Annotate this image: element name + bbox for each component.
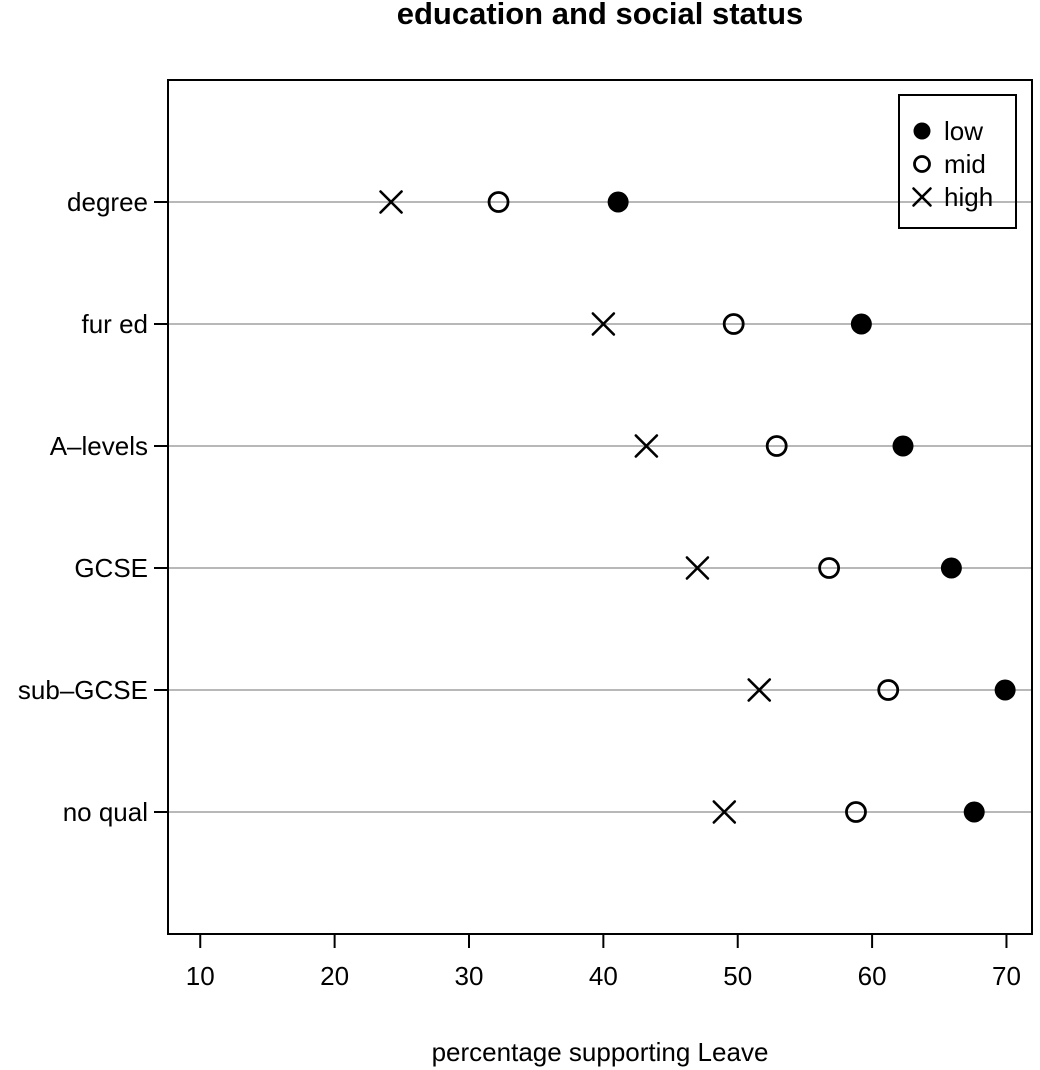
marker-mid-3 bbox=[765, 435, 788, 457]
marker-mid-2 bbox=[722, 313, 745, 335]
marker-low-1 bbox=[607, 191, 629, 213]
marker-high-4 bbox=[685, 556, 710, 580]
legend-marker-mid bbox=[913, 155, 931, 173]
y-category-label-1: degree bbox=[67, 187, 148, 217]
x-axis-title: percentage supporting Leave bbox=[431, 1037, 769, 1067]
marker-high-1 bbox=[379, 190, 403, 214]
legend-box bbox=[898, 94, 1017, 229]
marker-mid-4 bbox=[818, 557, 841, 579]
legend-label-mid: mid bbox=[944, 149, 986, 179]
legend-marker-high bbox=[912, 187, 932, 207]
x-tick-label-20: 20 bbox=[320, 961, 349, 991]
y-category-label-3: A–levels bbox=[50, 431, 148, 461]
marker-high-3 bbox=[634, 434, 659, 458]
marker-low-3 bbox=[892, 435, 914, 457]
chart-title: education and social status bbox=[396, 0, 804, 31]
x-tick-label-60: 60 bbox=[858, 961, 887, 991]
legend-label-high: high bbox=[944, 182, 993, 212]
legend-label-low: low bbox=[944, 116, 983, 146]
plot-border bbox=[167, 79, 1033, 935]
x-tick-label-30: 30 bbox=[455, 961, 484, 991]
y-category-label-6: no qual bbox=[63, 797, 148, 827]
y-category-label-4: GCSE bbox=[74, 553, 148, 583]
x-tick-label-50: 50 bbox=[723, 961, 752, 991]
marker-low-6 bbox=[963, 801, 985, 823]
legend-marker-low bbox=[913, 122, 931, 140]
marker-low-2 bbox=[850, 313, 872, 335]
marker-high-2 bbox=[591, 312, 616, 336]
marker-high-6 bbox=[712, 800, 737, 824]
y-category-label-5: sub–GCSE bbox=[18, 675, 148, 705]
x-tick-label-70: 70 bbox=[992, 961, 1021, 991]
x-tick-label-10: 10 bbox=[186, 961, 215, 991]
y-category-label-2: fur ed bbox=[82, 309, 149, 339]
marker-mid-6 bbox=[845, 801, 867, 823]
marker-mid-1 bbox=[487, 191, 510, 213]
marker-low-4 bbox=[940, 557, 962, 579]
marker-low-5 bbox=[994, 679, 1016, 701]
marker-mid-5 bbox=[877, 679, 900, 701]
marker-high-5 bbox=[747, 678, 772, 702]
x-tick-label-40: 40 bbox=[589, 961, 618, 991]
